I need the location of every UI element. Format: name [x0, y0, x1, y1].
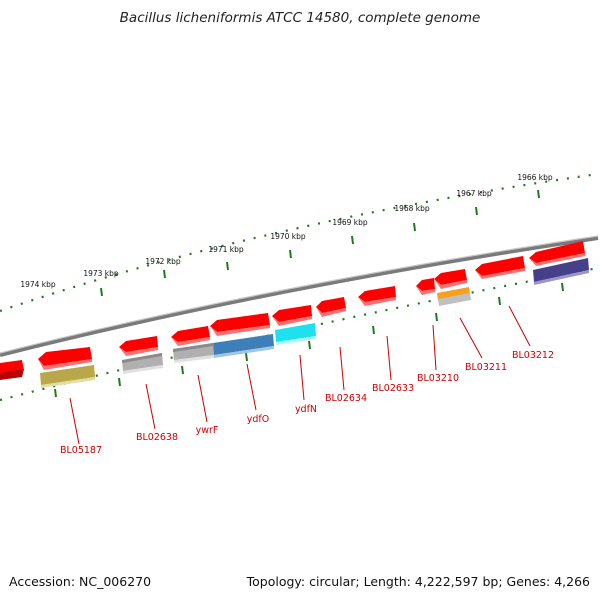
cog-block-olive[interactable] [40, 365, 95, 385]
map-title: Bacillus licheniformis ATCC 14580, compl… [120, 10, 481, 26]
kbp-label-1969: 1969 kbp [332, 218, 368, 227]
kbp-tick [100, 287, 103, 297]
kbp-tick [475, 206, 478, 216]
kbp-tick [118, 377, 121, 387]
gene-label-bl03211[interactable]: BL03211 [465, 362, 507, 373]
kbp-label-1974: 1974 kbp [20, 280, 56, 289]
leader-line [459, 317, 483, 359]
gene-arrow-shadow [316, 307, 346, 317]
gene-arrow[interactable] [316, 297, 346, 313]
kbp-tick [498, 296, 501, 306]
gene-arrow[interactable] [272, 305, 312, 322]
outer-kbp-ticks [100, 189, 540, 297]
leader-line [339, 346, 345, 391]
gene-label-bl02633[interactable]: BL02633 [372, 383, 414, 394]
kbp-label-1973: 1973 kbp [83, 269, 119, 278]
gene-label-bl02638[interactable]: BL02638 [136, 432, 178, 443]
genome-backbone-highlight [0, 235, 599, 354]
leader-line [145, 383, 156, 430]
cog-block-gray[interactable] [438, 293, 471, 306]
gene-arrow-shadow [38, 359, 92, 370]
kbp-tick [413, 222, 416, 232]
kbp-label-1966: 1966 kbp [517, 173, 553, 182]
cog-block-shadow [123, 365, 163, 374]
gene-arrow-shadow [119, 347, 158, 356]
gene-arrow-shadow [210, 325, 270, 336]
gene-labels: BL05187 BL02638 ywrF ydfO ydfN BL02634 B… [60, 350, 554, 456]
gene-arrow[interactable] [38, 347, 92, 366]
gene-arrow[interactable] [119, 336, 158, 352]
cog-block-shadow [214, 346, 274, 358]
kbp-tick [308, 340, 311, 350]
inner-kbp-ticks [54, 282, 564, 398]
cog-block-shadow [534, 270, 589, 285]
gene-arrow[interactable] [358, 286, 396, 302]
leader-line [246, 363, 257, 411]
kbp-tick [372, 325, 375, 335]
kbp-tick [54, 388, 57, 398]
gene-label-bl03210[interactable]: BL03210 [417, 373, 459, 384]
gene-arrow-shadow [416, 286, 435, 295]
gene-label-bl03212[interactable]: BL03212 [512, 350, 554, 361]
cog-block-steelblue[interactable] [213, 334, 274, 355]
gene-arrow-shadow [0, 369, 24, 380]
gene-arrow-shadow [529, 253, 585, 266]
gene-arrow-shadow [475, 268, 525, 279]
kbp-tick [351, 235, 354, 245]
cog-block-shadow [41, 377, 95, 388]
cog-block-edge [122, 353, 162, 363]
gene-arrow[interactable] [210, 313, 270, 332]
kbp-tick [537, 189, 540, 199]
gene-arrow-shadow [272, 316, 312, 326]
leader-line [432, 324, 437, 371]
leader-line [299, 354, 305, 401]
cog-block-orange[interactable] [437, 287, 470, 301]
kbp-tick [245, 352, 248, 362]
leader-line [386, 335, 392, 381]
outer-scale-ring [0, 172, 599, 313]
cog-blocks [40, 258, 589, 388]
gene-arrow-shadow [171, 337, 210, 346]
kbp-label-1971: 1971 kbp [208, 245, 244, 254]
kbp-label-1972: 1972 kbp [145, 257, 181, 266]
gene-label-ydfn[interactable]: ydfN [295, 404, 317, 415]
gene-arrow[interactable] [171, 326, 210, 342]
kbp-tick [181, 365, 184, 375]
gene-label-bl05187[interactable]: BL05187 [60, 445, 102, 456]
gene-label-bl02634[interactable]: BL02634 [325, 393, 367, 404]
kbp-tick [163, 269, 166, 279]
cog-block-navy[interactable] [533, 258, 589, 282]
kbp-tick [561, 282, 564, 292]
gene-arrow[interactable] [529, 241, 585, 263]
gene-label-ywrf[interactable]: ywrF [196, 425, 219, 436]
kbp-label-1970: 1970 kbp [270, 232, 306, 241]
cog-block-shadow [276, 336, 316, 345]
kbp-scale-labels: 1974 kbp 1973 kbp 1972 kbp 1971 kbp 1970… [20, 173, 553, 289]
gene-arrow[interactable] [475, 256, 525, 276]
gene-arrow-shadow [434, 279, 467, 289]
leader-line [508, 305, 531, 347]
leader-line [69, 397, 80, 445]
gene-arrow-shadow [358, 297, 396, 306]
cog-block-shadow [174, 355, 214, 363]
topology-text: Topology: circular; Length: 4,222,597 bp… [246, 574, 590, 589]
kbp-tick [289, 249, 292, 259]
genome-backbone [0, 236, 599, 357]
gene-arrows [0, 241, 585, 380]
cog-block-edge [173, 343, 213, 352]
kbp-tick [226, 261, 229, 271]
accession-text: Accession: NC_006270 [9, 574, 151, 589]
leader-line [197, 374, 208, 423]
label-leaders [69, 305, 531, 445]
gene-arrow[interactable] [416, 278, 435, 291]
kbp-tick [435, 312, 438, 322]
gene-arrow[interactable] [434, 269, 467, 285]
kbp-label-1967: 1967 kbp [456, 189, 492, 198]
kbp-label-1968: 1968 kbp [394, 204, 430, 213]
cog-block-cyan[interactable] [275, 323, 316, 342]
gene-label-ydfo[interactable]: ydfO [247, 414, 269, 425]
